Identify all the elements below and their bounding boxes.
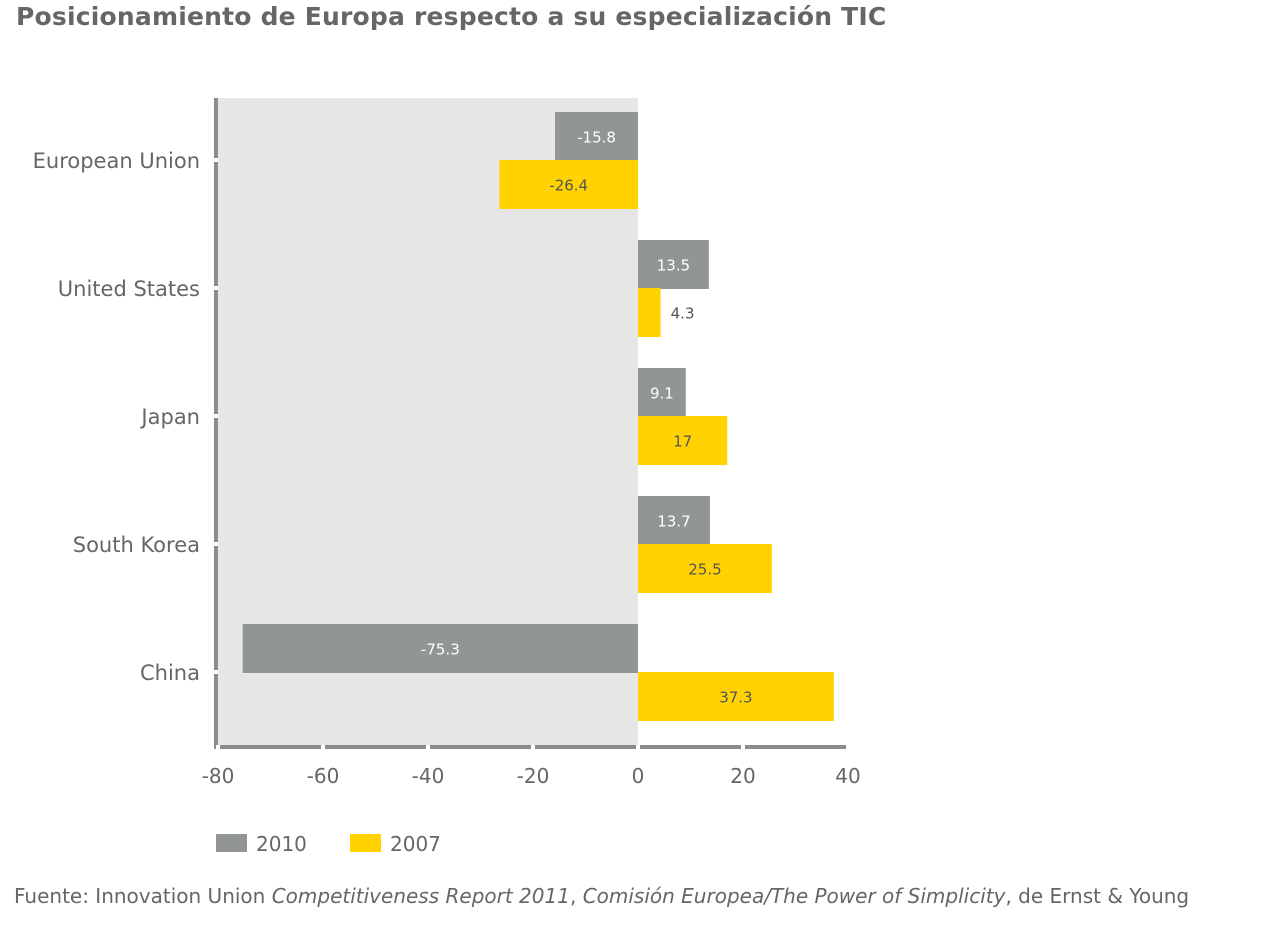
source-sep: , bbox=[569, 884, 583, 908]
x-tick-label: -60 bbox=[307, 764, 340, 788]
x-tick-label: 20 bbox=[730, 764, 755, 788]
bar-2007 bbox=[638, 672, 834, 721]
bar-2007 bbox=[638, 544, 772, 593]
legend-label-2010: 2010 bbox=[256, 832, 307, 856]
data-label-2010: 13.5 bbox=[657, 257, 690, 275]
chart-title: Posicionamiento de Europa respecto a su … bbox=[16, 2, 887, 31]
data-label-2007: 37.3 bbox=[719, 689, 752, 707]
source-suffix: , de Ernst & Young bbox=[1005, 884, 1190, 908]
data-label-2007: -26.4 bbox=[549, 177, 588, 195]
data-label-2010: -75.3 bbox=[421, 641, 460, 659]
bar-2007 bbox=[499, 160, 638, 209]
data-label-2007: 25.5 bbox=[688, 561, 721, 579]
source-prefix: Fuente: Innovation Union bbox=[14, 884, 272, 908]
bar-chart: European Union -15.8 -26.4 United States 13.… bbox=[33, 98, 861, 856]
data-label-2010: -15.8 bbox=[577, 129, 616, 147]
category-label: European Union bbox=[33, 149, 200, 173]
category-label: United States bbox=[58, 277, 200, 301]
category-label: China bbox=[140, 661, 200, 685]
bar-2010 bbox=[638, 496, 710, 545]
data-label-2010: 9.1 bbox=[650, 385, 674, 403]
bar-2010 bbox=[555, 112, 638, 161]
data-label-2010: 13.7 bbox=[657, 513, 690, 531]
bar-2007 bbox=[638, 416, 728, 465]
source-note: Fuente: Innovation Union Competitiveness… bbox=[14, 884, 1189, 908]
bar-2010 bbox=[242, 624, 639, 673]
category-label: Japan bbox=[139, 405, 200, 429]
data-label-2007: 4.3 bbox=[671, 305, 695, 323]
legend-swatch-2007 bbox=[350, 834, 381, 852]
bar-2010 bbox=[638, 368, 686, 417]
bar-2010 bbox=[638, 240, 709, 289]
category-label: South Korea bbox=[73, 533, 200, 557]
source-publisher: Comisión Europea/The Power of Simplicity bbox=[582, 884, 1006, 908]
x-tick-label: -40 bbox=[412, 764, 445, 788]
source-report: Competitiveness Report 2011 bbox=[271, 884, 570, 908]
x-tick-label: -80 bbox=[202, 764, 235, 788]
legend-label-2007: 2007 bbox=[390, 832, 441, 856]
x-tick-label: -20 bbox=[517, 764, 550, 788]
x-tick-label: 0 bbox=[632, 764, 645, 788]
x-tick-label: 40 bbox=[835, 764, 860, 788]
bar-2007 bbox=[638, 288, 661, 337]
legend-swatch-2010 bbox=[216, 834, 247, 852]
data-label-2007: 17 bbox=[673, 433, 692, 451]
